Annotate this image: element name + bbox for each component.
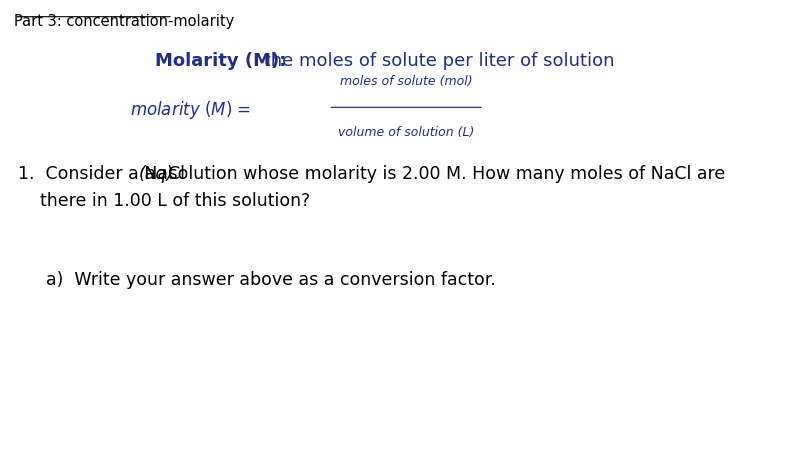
Text: the moles of solute per liter of solution: the moles of solute per liter of solutio…: [258, 52, 615, 70]
Text: moles of solute (mol): moles of solute (mol): [339, 75, 472, 88]
Text: solution whose molarity is 2.00 M. How many moles of NaCl are: solution whose molarity is 2.00 M. How m…: [164, 165, 726, 183]
Text: (aq): (aq): [139, 165, 174, 183]
Text: Part 3: concentration-molarity: Part 3: concentration-molarity: [14, 14, 235, 28]
Text: a)  Write your answer above as a conversion factor.: a) Write your answer above as a conversi…: [46, 271, 496, 289]
Text: there in 1.00 L of this solution?: there in 1.00 L of this solution?: [17, 192, 310, 210]
Text: 1.  Consider a NaCl: 1. Consider a NaCl: [17, 165, 190, 183]
Text: volume of solution (L): volume of solution (L): [338, 126, 475, 139]
Text: $\mathit{molarity\ (M)}$ =: $\mathit{molarity\ (M)}$ =: [130, 100, 250, 121]
Text: Molarity (M):: Molarity (M):: [155, 52, 287, 70]
